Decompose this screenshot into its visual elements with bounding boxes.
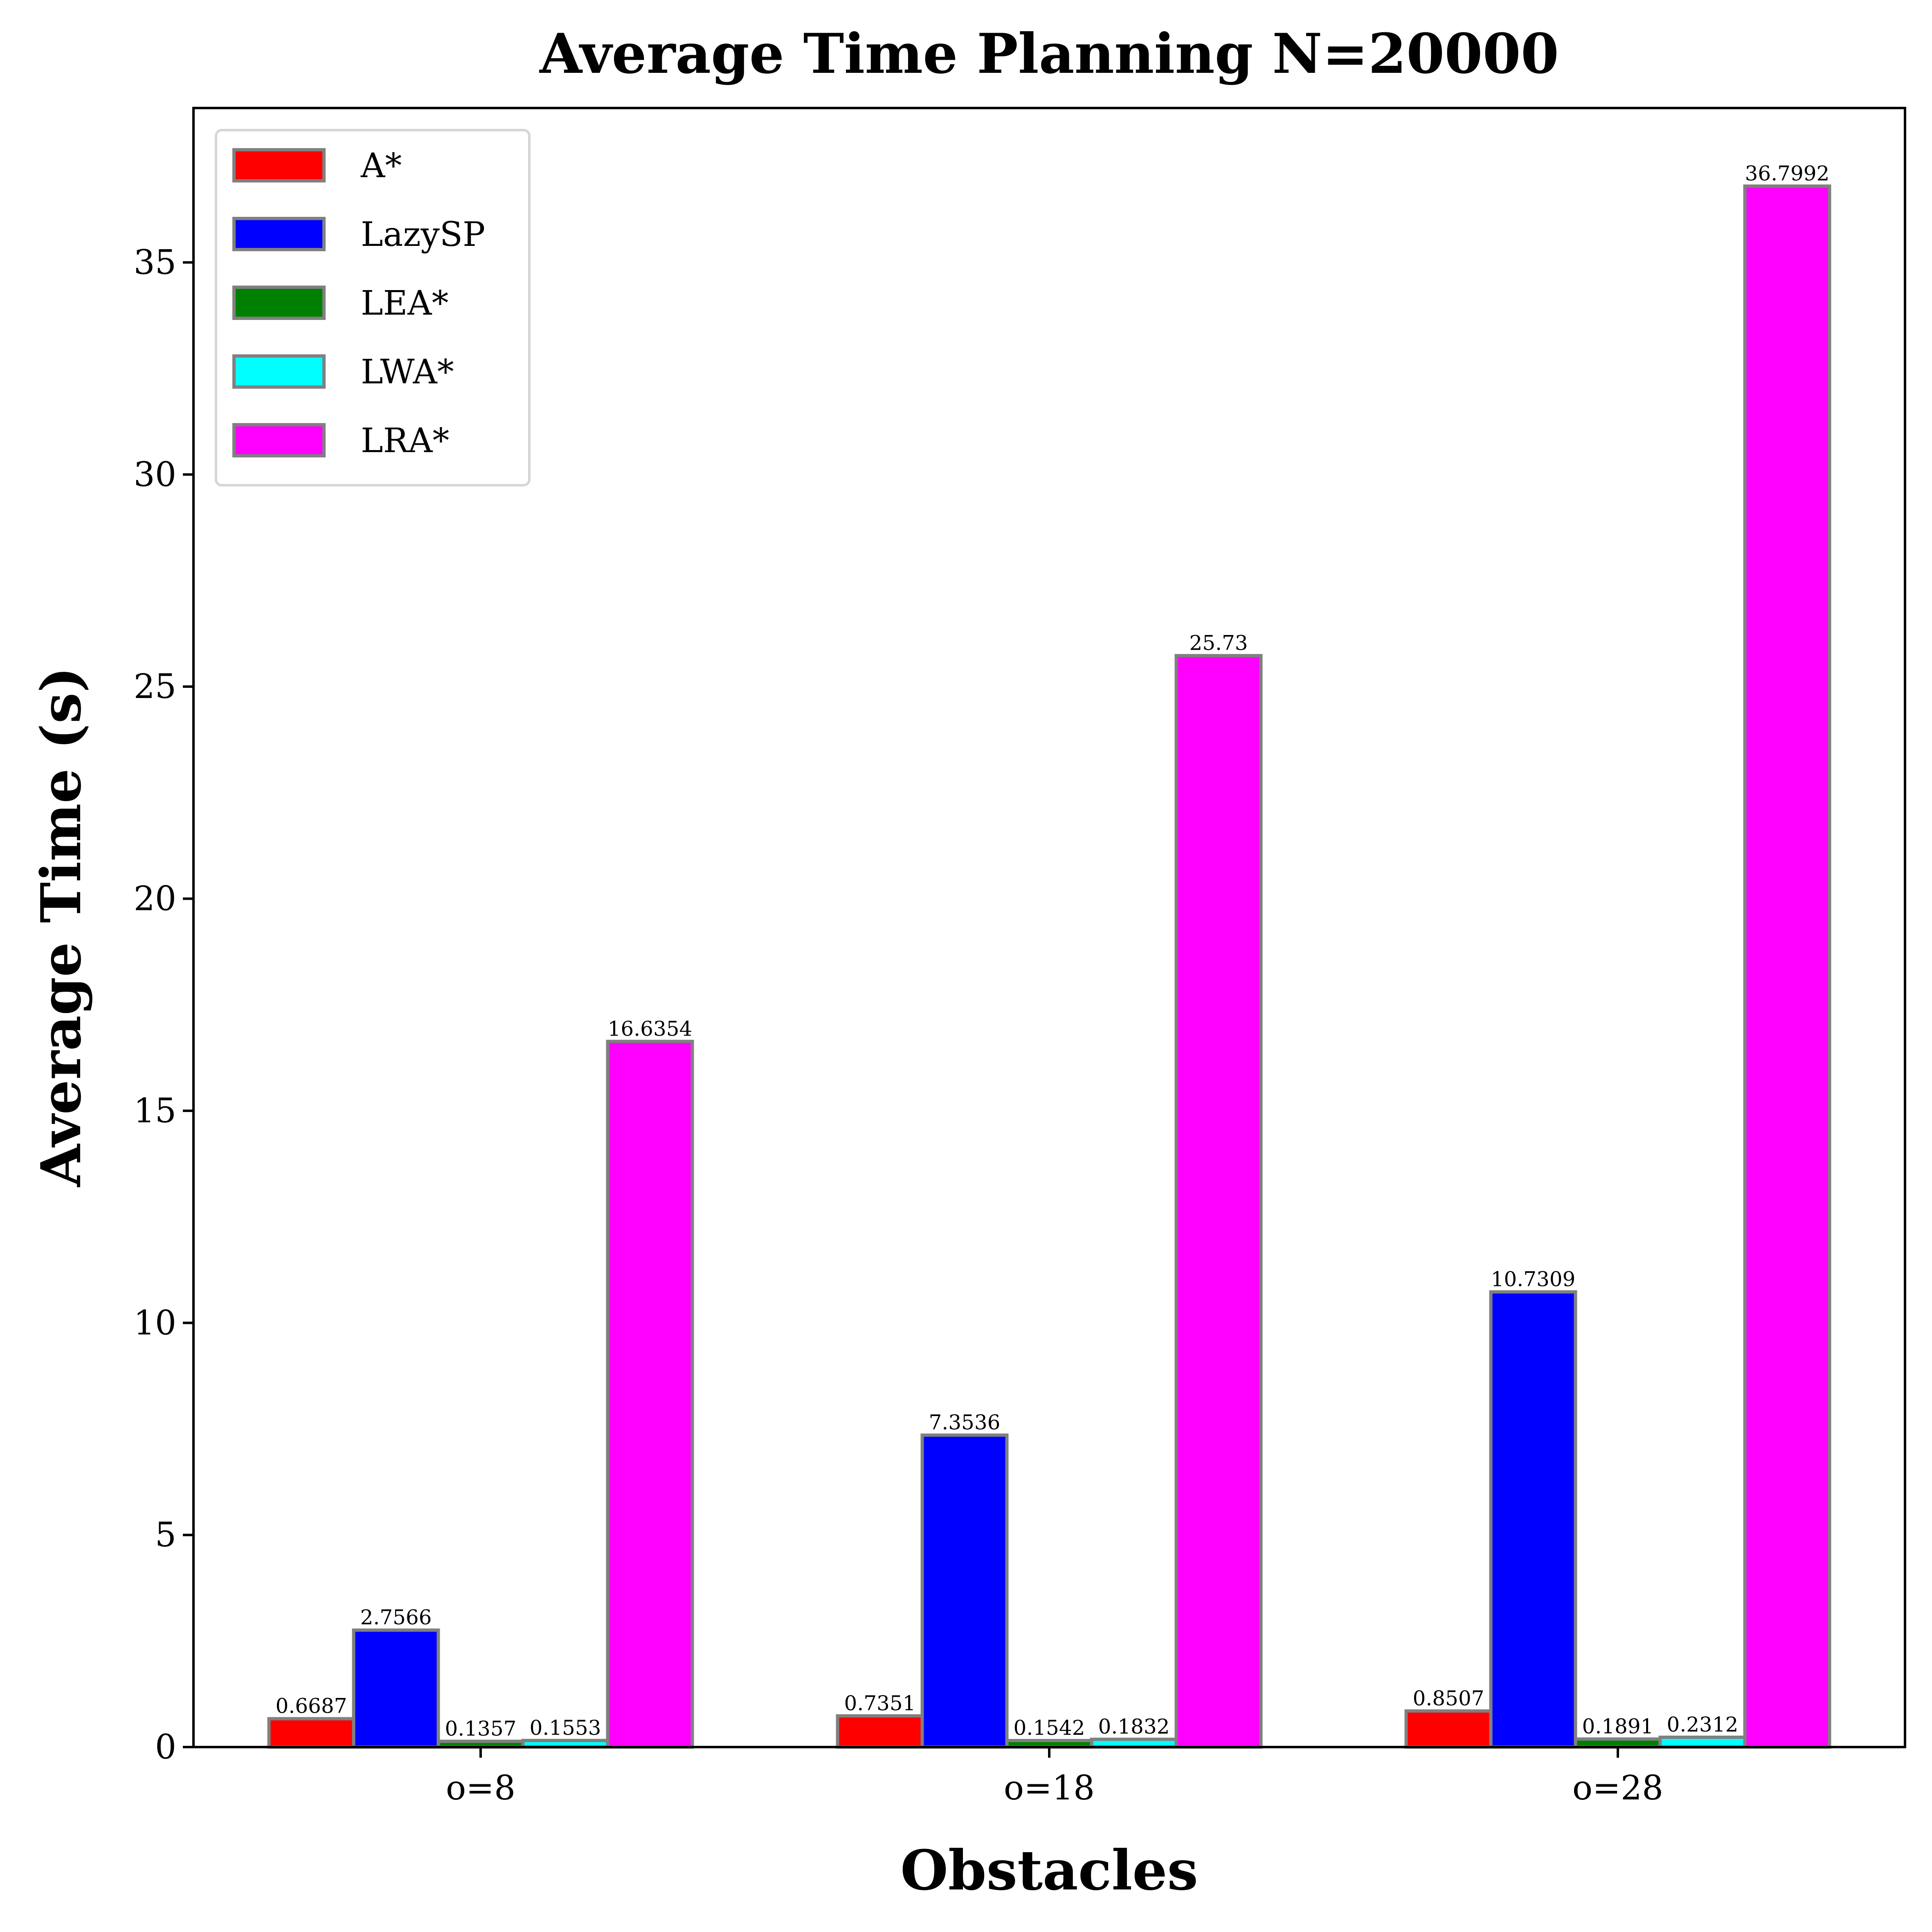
bar-lra-star-o-28 (1743, 184, 1831, 1749)
bar-value-label-lazysp-o-8: 2.7566 (360, 1605, 432, 1629)
bar-value-label-lra-star-o-18: 25.73 (1189, 631, 1248, 655)
y-tick-label-5: 5 (155, 1516, 176, 1555)
bar-value-label-lra-star-o-28: 36.7992 (1745, 162, 1830, 185)
x-tick-label-o-18: o=18 (1004, 1769, 1095, 1808)
legend-swatch-a-star (232, 148, 326, 182)
bar-value-label-lea-star-o-28: 0.1891 (1582, 1714, 1654, 1738)
x-axis-label: Obstacles (900, 1838, 1198, 1903)
bar-value-label-lazysp-o-18: 7.3536 (929, 1411, 1001, 1434)
bar-value-label-lea-star-o-18: 0.1542 (1014, 1716, 1085, 1740)
bar-value-label-lea-star-o-8: 0.1357 (445, 1717, 517, 1741)
legend-label-a-star: A* (360, 146, 402, 185)
x-tick-label-o-8: o=8 (446, 1769, 515, 1808)
chart-title: Average Time Planning N=20000 (539, 21, 1559, 86)
bar-value-label-lwa-star-o-18: 0.1832 (1098, 1715, 1170, 1738)
legend-label-lwa-star: LWA* (361, 353, 454, 392)
bar-a-star-o-8 (267, 1717, 355, 1749)
bar-lazysp-o-8 (352, 1628, 440, 1749)
y-tick-label-25: 25 (134, 667, 176, 706)
bar-lazysp-o-18 (920, 1433, 1009, 1749)
bar-value-label-a-star-o-18: 0.7351 (844, 1691, 916, 1715)
bar-a-star-o-18 (836, 1714, 924, 1749)
bar-lra-star-o-8 (606, 1040, 694, 1749)
bar-value-label-lazysp-o-28: 10.7309 (1491, 1267, 1576, 1291)
bar-a-star-o-28 (1404, 1709, 1493, 1749)
y-axis: 0 5 10 15 20 25 30 35 (134, 243, 193, 1767)
y-tick-label-10: 10 (134, 1304, 176, 1342)
x-axis: o=8 o=18 o=28 (446, 1747, 1663, 1808)
bar-lra-star-o-18 (1174, 654, 1263, 1749)
bar-value-label-lwa-star-o-28: 0.2312 (1667, 1713, 1739, 1736)
y-tick-label-0: 0 (155, 1728, 176, 1767)
y-tick-label-30: 30 (134, 455, 176, 494)
bar-value-label-a-star-o-8: 0.6687 (276, 1694, 347, 1718)
bars-layer (267, 184, 1831, 1749)
bar-lwa-star-o-28 (1658, 1736, 1747, 1749)
legend-label-lra-star: LRA* (361, 421, 449, 460)
y-tick-label-15: 15 (134, 1092, 176, 1130)
legend-label-lea-star: LEA* (361, 284, 449, 323)
bar-value-label-lra-star-o-8: 16.6354 (608, 1017, 693, 1040)
legend-swatch-lazysp (232, 217, 326, 251)
x-tick-label-o-28: o=28 (1572, 1769, 1663, 1808)
bar-value-label-lwa-star-o-8: 0.1553 (530, 1716, 601, 1740)
y-axis-label: Average Time (s) (29, 667, 93, 1187)
bar-value-label-a-star-o-28: 0.8507 (1413, 1687, 1484, 1710)
bar-labels-layer: 0.6687 0.7351 0.8507 2.7566 7.3536 10.7309 0.1… (276, 162, 1830, 1741)
legend: A* LazySP LEA* LWA* LRA* (215, 129, 531, 486)
y-tick-label-20: 20 (134, 880, 176, 919)
legend-swatch-lea-star (232, 286, 326, 320)
legend-label-lazysp: LazySP (361, 215, 485, 254)
bar-lazysp-o-28 (1489, 1290, 1577, 1749)
y-tick-label-35: 35 (134, 243, 176, 282)
legend-swatch-lra-star (232, 423, 326, 457)
legend-swatch-lwa-star (232, 354, 326, 389)
